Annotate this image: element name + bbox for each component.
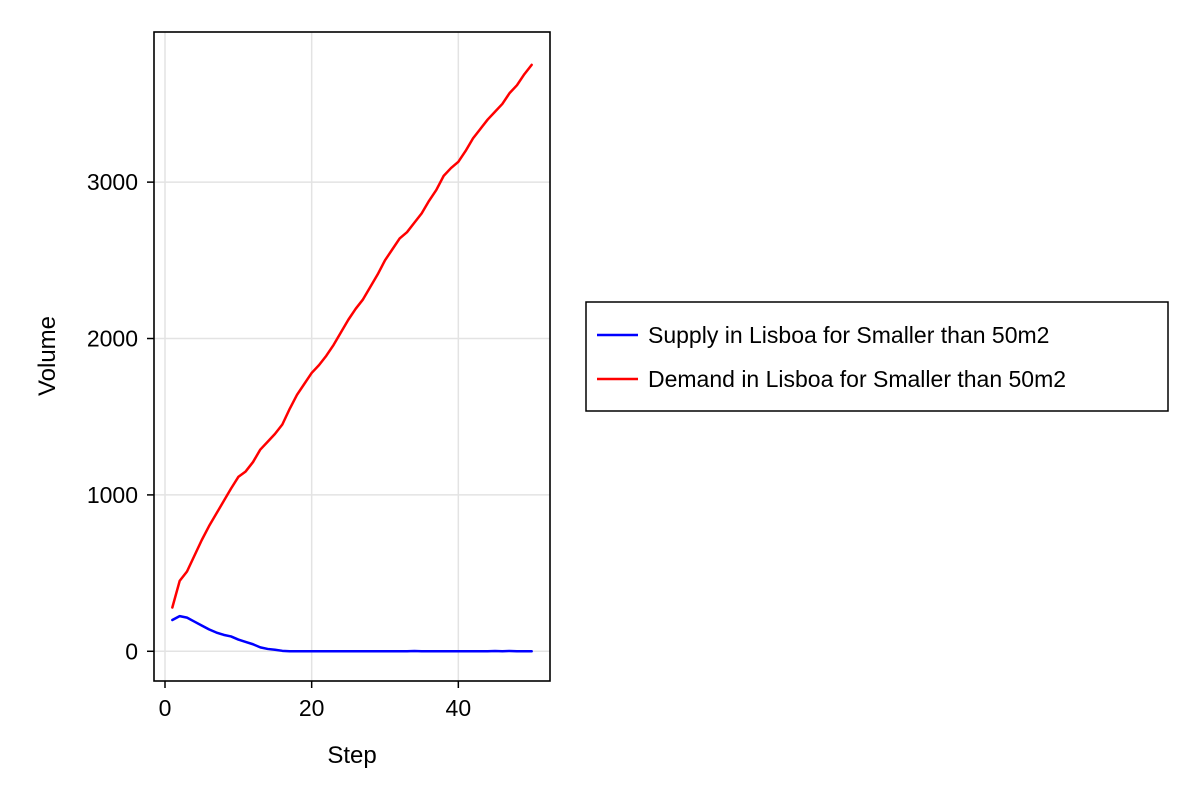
legend-label-demand: Demand in Lisboa for Smaller than 50m2 <box>648 366 1066 392</box>
x-axis-label: Step <box>327 742 376 769</box>
y-tick-label: 1000 <box>87 482 138 508</box>
legend-label-supply: Supply in Lisboa for Smaller than 50m2 <box>648 322 1049 348</box>
grid-layer <box>154 32 550 681</box>
x-tick-label: 20 <box>299 695 325 721</box>
y-tick-label: 3000 <box>87 169 138 195</box>
y-axis-label: Volume <box>34 316 61 396</box>
ticks-layer: 0 20 40 0 1000 2000 3000 <box>87 169 471 721</box>
legend: Supply in Lisboa for Smaller than 50m2 D… <box>585 301 1169 412</box>
series-layer <box>171 63 533 653</box>
x-tick-label: 0 <box>159 695 172 721</box>
y-tick-label: 2000 <box>87 326 138 352</box>
supply-series-line <box>171 614 533 653</box>
legend-box <box>585 301 1169 412</box>
x-tick-label: 40 <box>446 695 472 721</box>
demand-series-line <box>171 63 533 609</box>
y-tick-label: 0 <box>125 638 138 664</box>
plot-frame <box>153 31 551 682</box>
